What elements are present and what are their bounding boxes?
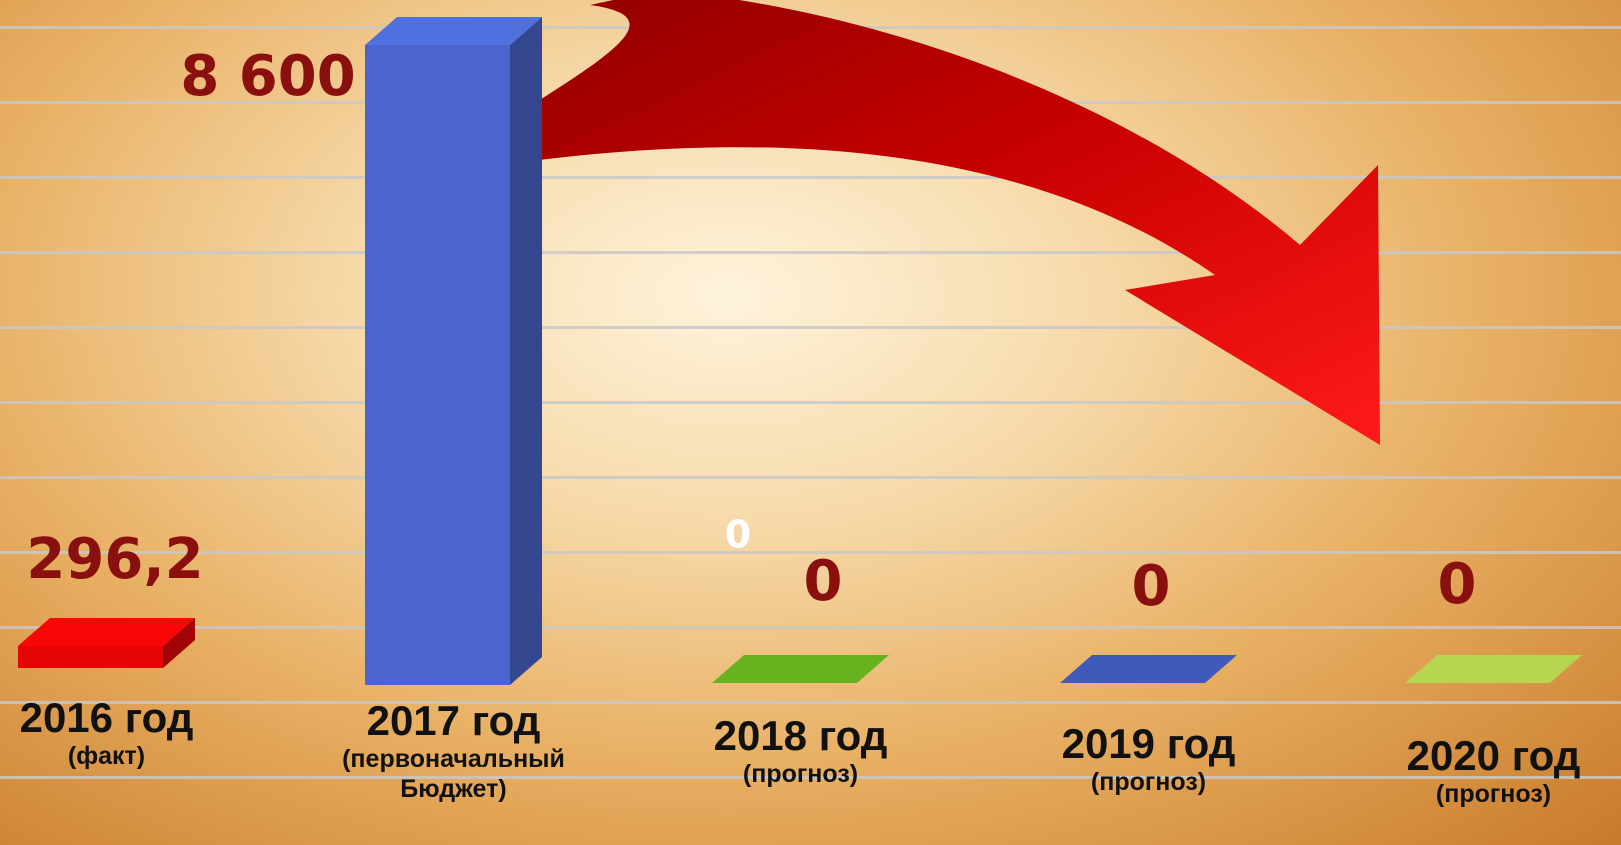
category-note: (прогноз) (651, 759, 951, 789)
category-label: 2020 год(прогноз) (1344, 733, 1621, 809)
bar-side (510, 17, 542, 685)
category-label: 2019 год(прогноз) (999, 721, 1299, 797)
category-label: 2018 год(прогноз) (651, 713, 951, 789)
bar (1405, 655, 1582, 683)
category-label: 2017 год(первоначальный Бюджет) (314, 698, 594, 804)
bar (365, 17, 542, 685)
bar (1060, 655, 1237, 683)
value-label: 0 (804, 549, 843, 614)
bar-top (712, 655, 889, 683)
trend-arrow (420, 0, 1380, 445)
annotation: 0 (725, 513, 751, 557)
category-note: (прогноз) (1344, 779, 1621, 809)
bar-top (1060, 655, 1237, 683)
slide: 0 296,28 600000 2016 год(факт)2017 год(п… (0, 0, 1621, 845)
category-name: 2016 год (0, 695, 257, 741)
category-name: 2017 год (314, 698, 594, 744)
category-note: (первоначальный Бюджет) (314, 744, 594, 804)
value-label: 0 (1132, 554, 1171, 619)
category-note: (прогноз) (999, 767, 1299, 797)
bar-front (18, 646, 163, 668)
bar (18, 618, 195, 668)
bar-top (1405, 655, 1582, 683)
bar-front (365, 45, 510, 685)
category-note: (факт) (0, 741, 257, 771)
value-label: 0 (1438, 552, 1477, 617)
category-name: 2020 год (1344, 733, 1621, 779)
category-label: 2016 год(факт) (0, 695, 257, 771)
value-label: 8 600 (180, 44, 355, 109)
category-name: 2019 год (999, 721, 1299, 767)
value-label: 296,2 (26, 527, 203, 592)
category-name: 2018 год (651, 713, 951, 759)
bar (712, 655, 889, 683)
